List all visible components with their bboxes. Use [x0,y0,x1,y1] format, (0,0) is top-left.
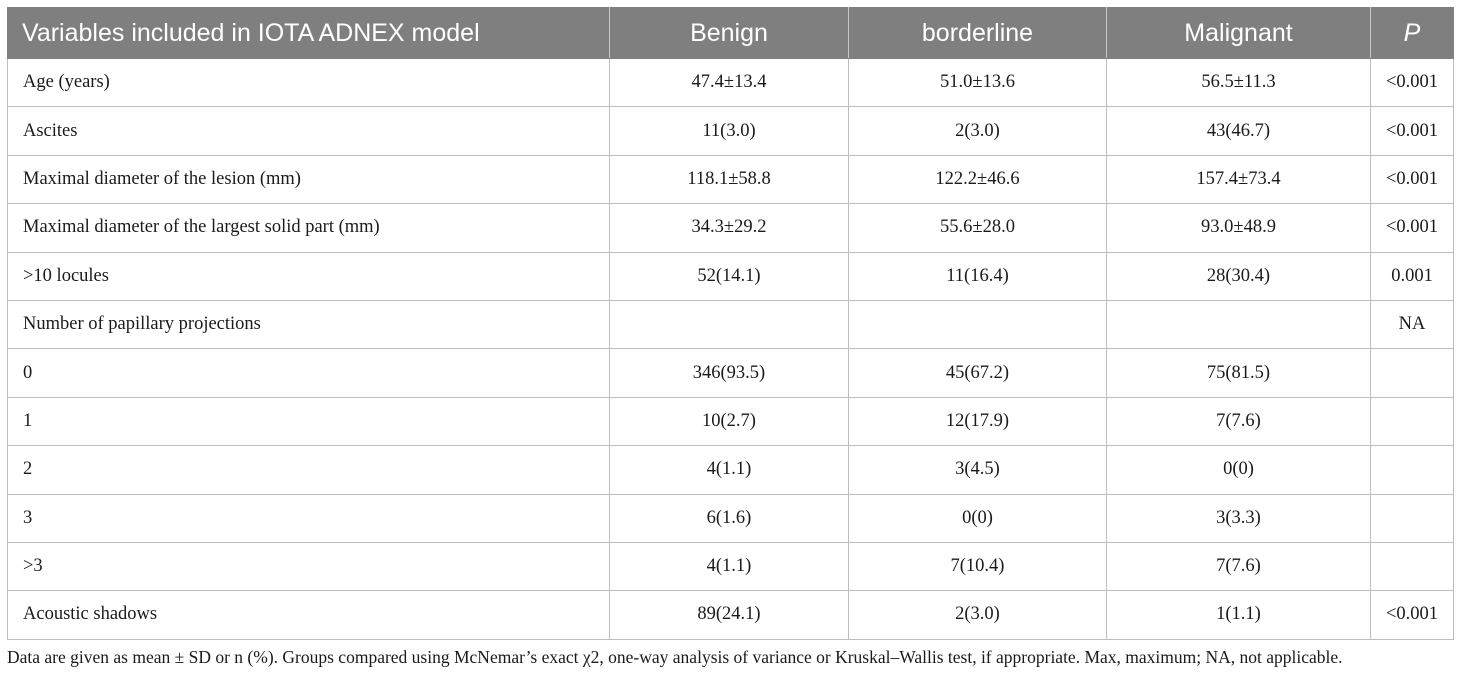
cell-benign: 89(24.1) [609,590,849,640]
table-row: 1 10(2.7) 12(17.9) 7(7.6) [7,396,1454,447]
cell-benign: 6(1.6) [609,493,849,543]
cell-borderline: 3(4.5) [848,445,1107,495]
cell-benign: 52(14.1) [609,251,849,301]
cell-p-value: 0.001 [1370,251,1454,301]
cell-borderline: 55.6±28.0 [848,203,1107,253]
table-row: Number of papillary projections NA [7,299,1454,350]
table-row: >3 4(1.1) 7(10.4) 7(7.6) [7,541,1454,592]
cell-variable: 3 [7,493,610,543]
header-malignant: Malignant [1106,7,1371,59]
cell-variable: 0 [7,348,610,398]
cell-borderline [848,299,1107,350]
cell-borderline: 11(16.4) [848,251,1107,301]
table-row: 2 4(1.1) 3(4.5) 0(0) [7,445,1454,495]
cell-benign [609,299,849,350]
cell-borderline: 51.0±13.6 [848,57,1107,108]
cell-variable: Maximal diameter of the lesion (mm) [7,154,610,205]
cell-benign: 11(3.0) [609,106,849,156]
cell-variable: 2 [7,445,610,495]
cell-variable: Ascites [7,106,610,156]
header-variables: Variables included in IOTA ADNEX model [7,7,610,59]
header-row: Variables included in IOTA ADNEX model B… [7,7,1454,59]
cell-borderline: 122.2±46.6 [848,154,1107,205]
cell-malignant: 157.4±73.4 [1106,154,1371,205]
cell-p-value: <0.001 [1370,154,1454,205]
cell-borderline: 45(67.2) [848,348,1107,398]
cell-malignant: 56.5±11.3 [1106,57,1371,108]
cell-malignant: 28(30.4) [1106,251,1371,301]
cell-variable: Maximal diameter of the largest solid pa… [7,203,610,253]
cell-p-value [1370,445,1454,495]
table-row: 3 6(1.6) 0(0) 3(3.3) [7,493,1454,543]
table-row: Ascites 11(3.0) 2(3.0) 43(46.7) <0.001 [7,106,1454,156]
cell-malignant [1106,299,1371,350]
cell-benign: 10(2.7) [609,396,849,447]
table-row: >10 locules 52(14.1) 11(16.4) 28(30.4) 0.001 [7,251,1454,301]
cell-variable: Age (years) [7,57,610,108]
results-table: Variables included in IOTA ADNEX model B… [7,7,1454,640]
cell-p-value: <0.001 [1370,203,1454,253]
table-row: Acoustic shadows 89(24.1) 2(3.0) 1(1.1) <0.0… [7,590,1454,640]
header-benign: Benign [609,7,849,59]
cell-variable: Acoustic shadows [7,590,610,640]
cell-benign: 346(93.5) [609,348,849,398]
cell-benign: 47.4±13.4 [609,57,849,108]
cell-borderline: 12(17.9) [848,396,1107,447]
cell-borderline: 0(0) [848,493,1107,543]
cell-malignant: 3(3.3) [1106,493,1371,543]
cell-p-value: <0.001 [1370,106,1454,156]
cell-p-value: <0.001 [1370,57,1454,108]
table-footnote: Data are given as mean ± SD or n (%). Gr… [7,647,1343,667]
cell-p-value [1370,493,1454,543]
cell-variable: >10 locules [7,251,610,301]
cell-benign: 4(1.1) [609,445,849,495]
cell-variable: 1 [7,396,610,447]
cell-benign: 34.3±29.2 [609,203,849,253]
cell-p-value [1370,348,1454,398]
cell-malignant: 43(46.7) [1106,106,1371,156]
table-body: Age (years) 47.4±13.4 51.0±13.6 56.5±11.3 <0… [7,57,1454,640]
cell-malignant: 0(0) [1106,445,1371,495]
table-row: 0 346(93.5) 45(67.2) 75(81.5) [7,348,1454,398]
cell-malignant: 7(7.6) [1106,541,1371,592]
cell-benign: 118.1±58.8 [609,154,849,205]
cell-p-value [1370,541,1454,592]
cell-variable: Number of papillary projections [7,299,610,350]
table-row: Maximal diameter of the lesion (mm) 118.1… [7,154,1454,205]
cell-p-value: NA [1370,299,1454,350]
cell-benign: 4(1.1) [609,541,849,592]
cell-borderline: 2(3.0) [848,590,1107,640]
table-row: Age (years) 47.4±13.4 51.0±13.6 56.5±11.3 <0… [7,57,1454,108]
cell-borderline: 7(10.4) [848,541,1107,592]
cell-malignant: 75(81.5) [1106,348,1371,398]
table-header: Variables included in IOTA ADNEX model B… [7,7,1454,59]
cell-malignant: 7(7.6) [1106,396,1371,447]
cell-malignant: 1(1.1) [1106,590,1371,640]
cell-malignant: 93.0±48.9 [1106,203,1371,253]
header-p-value: P [1370,7,1454,59]
cell-p-value [1370,396,1454,447]
header-borderline: borderline [848,7,1107,59]
cell-p-value: <0.001 [1370,590,1454,640]
cell-borderline: 2(3.0) [848,106,1107,156]
cell-variable: >3 [7,541,610,592]
table-row: Maximal diameter of the largest solid pa… [7,203,1454,253]
